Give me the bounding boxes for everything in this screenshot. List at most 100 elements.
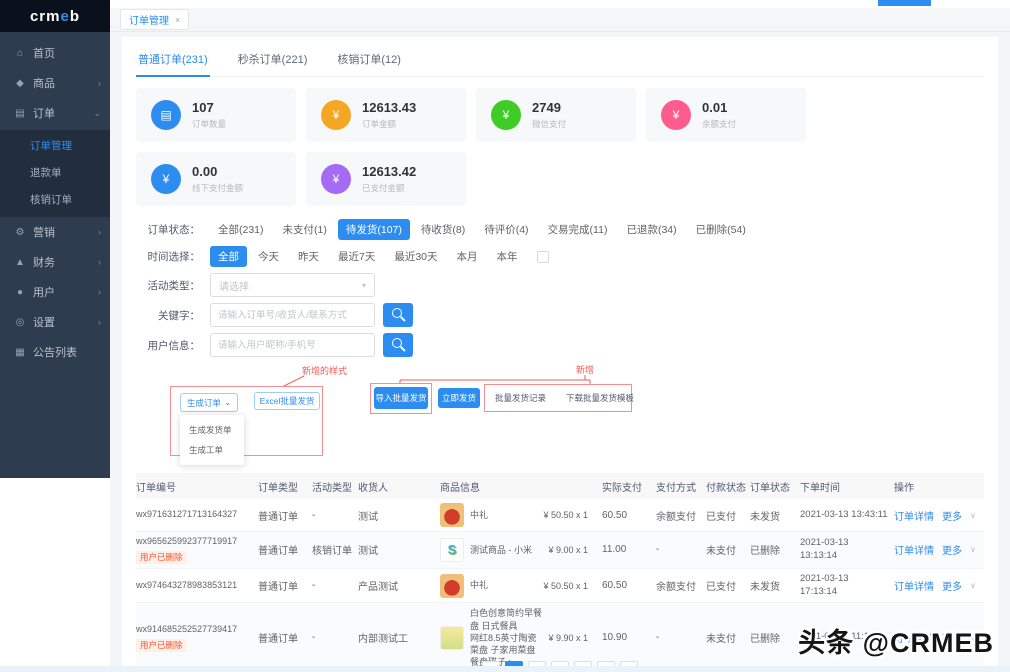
time-option-all[interactable]: 全部	[210, 246, 247, 267]
user-info-input[interactable]	[210, 333, 375, 357]
settings-icon: ◎	[15, 316, 25, 328]
sidebar-item-verify-orders[interactable]: 核销订单	[30, 194, 72, 206]
stat-card-paid-amount: ¥ 12613.42 已支付金额	[306, 152, 466, 206]
nav-tag-order-manage[interactable]: 订单管理 ×	[120, 9, 190, 30]
stat-cards: ▤ 107 订单数量 ¥ 12613.43 订单金额 ¥ 2749 微信支付 ¥	[136, 88, 984, 206]
user-deleted-tag: 用户已删除	[136, 550, 187, 564]
menu-item-generate-work-order[interactable]: 生成工单	[189, 445, 224, 455]
bottom-strip	[0, 666, 1010, 672]
status-option-complete[interactable]: 交易完成(11)	[547, 224, 608, 236]
menu-item-generate-ship-order[interactable]: 生成发货单	[189, 425, 232, 435]
user-icon: ●	[16, 286, 24, 298]
tab-seckill-orders[interactable]: 秒杀订单(221)	[237, 54, 308, 66]
chevron-right-icon: ›	[98, 287, 101, 297]
order-detail-link[interactable]: 订单详情	[894, 511, 934, 523]
filter-label: 关键字：	[158, 309, 200, 322]
import-batch-ship-button[interactable]: 导入批量发货	[374, 387, 428, 409]
filter-keyword: 关键字：	[136, 303, 984, 327]
order-id: wx971631271713164327	[136, 509, 238, 520]
stat-card-wechat-pay: ¥ 2749 微信支付	[476, 88, 636, 142]
filter-label: 订单状态：	[147, 224, 201, 236]
product-image	[440, 625, 464, 650]
finance-icon: ▲	[15, 256, 25, 268]
sidebar-item-home[interactable]: ⌂ 首页	[0, 38, 110, 68]
sidebar-item-refund[interactable]: 退款单	[30, 167, 62, 179]
sidebar-item-marketing[interactable]: ⚙ 营销 ›	[0, 217, 110, 247]
pay-method: 余额支付	[656, 511, 696, 523]
order-detail-link[interactable]: 订单详情	[894, 582, 934, 594]
sidebar-item-users[interactable]: ● 用户 ›	[0, 277, 110, 307]
order-type: 普通订单	[258, 582, 298, 594]
sidebar-item-label: 设置	[33, 317, 55, 329]
pay-method: -	[656, 544, 660, 556]
status-option-unpaid[interactable]: 未支付(1)	[282, 224, 327, 236]
chevron-down-icon: ∨	[970, 581, 976, 591]
order-status: 已删除	[750, 546, 780, 558]
nav-tag-label: 订单管理	[129, 16, 169, 27]
more-link[interactable]: 更多	[942, 582, 962, 594]
close-icon[interactable]: ×	[175, 14, 181, 25]
sidebar-item-settings[interactable]: ◎ 设置 ›	[0, 307, 110, 337]
col-actual-paid: 实际支付	[602, 482, 642, 494]
activity-type: -	[312, 632, 316, 644]
stat-card-balance-pay: ¥ 0.01 余额支付	[646, 88, 806, 142]
time-option-today[interactable]: 今天	[258, 251, 279, 263]
sidebar-item-label: 财务	[33, 257, 55, 269]
pay-method: 余额支付	[656, 582, 696, 594]
sidebar-item-notice-list[interactable]: ▦ 公告列表	[0, 337, 110, 367]
tab-verify-orders[interactable]: 核销订单(12)	[337, 54, 401, 66]
time-options: 全部 今天 昨天 最近7天 最近30天 本月 本年	[210, 246, 549, 267]
sidebar-item-label: 首页	[33, 48, 55, 60]
toolbar-annotation-zone: 新增的样式 新增 生成订单 ⌄ Excel批量发货 生成发货单 生成工单 导入批…	[136, 363, 984, 469]
chevron-down-icon: ▾	[361, 280, 366, 290]
sidebar-item-order-manage[interactable]: 订单管理	[30, 140, 72, 152]
sidebar-item-goods[interactable]: ◆ 商品 ›	[0, 68, 110, 98]
chevron-right-icon: ›	[98, 78, 101, 88]
filter-user-info: 用户信息：	[136, 333, 984, 357]
money-icon: ¥	[151, 164, 181, 194]
sidebar-item-finance[interactable]: ▲ 财务 ›	[0, 247, 110, 277]
col-order-time: 下单时间	[800, 482, 840, 494]
status-option-refunded[interactable]: 已退款(34)	[626, 224, 677, 236]
time-option-yesterday[interactable]: 昨天	[298, 251, 319, 263]
keyword-search-button[interactable]	[383, 303, 413, 327]
more-link[interactable]: 更多	[942, 634, 962, 646]
status-option-deleted[interactable]: 已删除(54)	[695, 224, 746, 236]
keyword-input[interactable]	[210, 303, 375, 327]
generate-order-button[interactable]: 生成订单 ⌄	[180, 393, 238, 412]
sidebar-item-orders[interactable]: ▤ 订单 ⌄	[0, 98, 110, 128]
more-link[interactable]: 更多	[942, 546, 962, 558]
download-template-link[interactable]: 下载批量发货模板	[566, 393, 635, 403]
stat-value: 12613.42	[362, 164, 417, 179]
order-detail-link[interactable]: 订单详情	[894, 546, 934, 558]
time-option-7days[interactable]: 最近7天	[338, 251, 376, 263]
status-option-review[interactable]: 待评价(4)	[484, 224, 529, 236]
stat-value: 0.01	[702, 100, 728, 115]
time-option-year[interactable]: 本年	[496, 251, 518, 263]
activity-type-select[interactable]: 请选择 ▾	[210, 273, 375, 297]
user-search-button[interactable]	[383, 333, 413, 357]
ship-now-button[interactable]: 立即发货	[438, 388, 480, 408]
order-detail-link[interactable]: 订单详情	[894, 634, 934, 646]
tab-normal-orders[interactable]: 普通订单(231)	[136, 47, 210, 77]
logo-text: crm	[29, 7, 61, 25]
time-option-month[interactable]: 本月	[456, 251, 478, 263]
status-option-shipped[interactable]: 待收货(8)	[420, 224, 466, 236]
sidebar-nav: ⌂ 首页 ◆ 商品 › ▤ 订单 ⌄ 订单管理 退款单 核销订单 ⚙ 营销 ›	[0, 32, 110, 367]
date-range-box[interactable]	[536, 250, 549, 263]
status-option-unshipped[interactable]: 待发货(107)	[337, 219, 410, 240]
consignee: 测试	[358, 511, 378, 523]
sidebar-item-label: 用户	[33, 287, 55, 299]
excel-batch-ship-button[interactable]: Excel批量发货	[254, 392, 320, 410]
top-strip	[110, 0, 1010, 8]
more-link[interactable]: 更多	[942, 511, 962, 523]
status-option-all[interactable]: 全部(231)	[218, 224, 264, 236]
time-option-30days[interactable]: 最近30天	[394, 251, 438, 263]
table-header: 订单编号 订单类型 活动类型 收货人 商品信息 实际支付 支付方式 付款状态 订…	[136, 473, 984, 499]
col-order-id: 订单编号	[136, 482, 176, 494]
logo-text-2: b	[69, 7, 81, 25]
col-activity-type: 活动类型	[312, 482, 352, 494]
row-actions: 订单详情 更多 ∨	[894, 542, 984, 557]
batch-ship-record-link[interactable]: 批量发货记录	[495, 393, 547, 403]
gear-icon: ⚙	[15, 226, 25, 238]
